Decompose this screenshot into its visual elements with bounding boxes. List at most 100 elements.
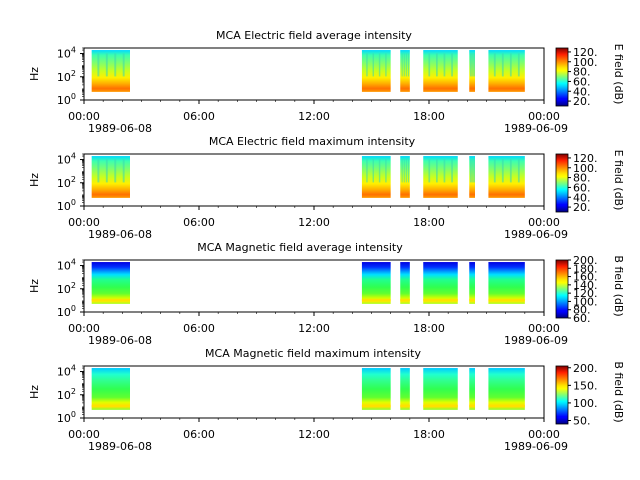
spectrogram-texture [436, 159, 438, 183]
x-tick-label: 12:00 [298, 216, 330, 229]
spectrogram-texture [428, 159, 431, 183]
spectrogram-texture [366, 53, 368, 77]
spectrogram-texture [443, 159, 446, 183]
spectrogram-block [91, 368, 130, 410]
spectrogram-texture [366, 159, 368, 183]
x-date-label-start: 1989-06-08 [88, 122, 152, 135]
spectrogram-texture [443, 53, 446, 77]
spectrogram-texture [372, 53, 374, 77]
spectrogram-texture [509, 53, 512, 77]
spectrogram-texture [97, 53, 100, 77]
x-date-label-end: 1989-06-09 [504, 440, 568, 453]
spectrogram-texture [401, 53, 403, 77]
colorbar-tick-label: 120. [573, 152, 598, 165]
spectrogram-texture [408, 53, 410, 77]
colorbar-tick-label: 160. [573, 271, 598, 284]
spectrogram-texture [423, 404, 458, 408]
spectrogram-texture [470, 159, 472, 183]
spectrogram-block [400, 368, 410, 410]
colorbar-tick-label: 60. [573, 312, 591, 325]
y-axis-label: Hz [28, 173, 41, 187]
y-tick-label: 100 [57, 410, 76, 425]
spectrogram-texture [122, 53, 125, 77]
colorbar-tick-label: 60. [573, 181, 591, 194]
spectrogram-block [423, 368, 458, 410]
x-date-label-start: 1989-06-08 [88, 228, 152, 241]
spectrogram-texture [451, 159, 453, 183]
colorbar-tick-label: 100. [573, 295, 598, 308]
spectrogram-texture [405, 53, 407, 77]
spectrogram-texture [408, 159, 410, 183]
spectrogram-block [400, 262, 410, 304]
spectrogram-block [469, 368, 475, 410]
x-date-label-start: 1989-06-08 [88, 440, 152, 453]
spectrogram-texture [473, 159, 475, 183]
y-tick-label: 104 [57, 258, 76, 273]
spectrogram-texture [122, 159, 125, 183]
spectrogram-texture [401, 159, 403, 183]
colorbar-tick-label: 120. [573, 287, 598, 300]
colorbar-tick-label: 40. [573, 191, 591, 204]
panel-1: MCA Electric field average intensity 100 1… [28, 29, 625, 135]
y-tick-label: 104 [57, 364, 76, 379]
x-date-label-end: 1989-06-09 [504, 334, 568, 347]
spectrogram-texture [91, 298, 130, 302]
x-tick-label: 06:00 [183, 428, 215, 441]
spectrogram-texture [403, 159, 405, 183]
colorbar-tick-label: 80. [573, 172, 591, 185]
x-tick-label: 00:00 [528, 428, 560, 441]
colorbar-tick-label: 20. [573, 95, 591, 108]
y-tick-label: 100 [57, 92, 76, 107]
spectrogram-texture [488, 404, 525, 408]
spectrogram-texture [114, 159, 117, 183]
spectrogram-texture [509, 159, 512, 183]
colorbar-tick-label: 100. [573, 162, 598, 175]
spectrogram-texture [378, 159, 381, 183]
x-tick-label: 18:00 [413, 322, 445, 335]
x-tick-label: 12:00 [298, 110, 330, 123]
spectrogram-block [361, 262, 391, 304]
colorbar [555, 47, 569, 107]
x-tick-label: 18:00 [413, 428, 445, 441]
x-tick-label: 00:00 [68, 110, 100, 123]
y-tick-label: 104 [57, 46, 76, 61]
spectrogram-block [361, 368, 391, 410]
spectrogram-texture [517, 159, 520, 183]
colorbar-tick-label: 40. [573, 85, 591, 98]
spectrogram-texture [451, 53, 453, 77]
spectrogram-texture [105, 159, 108, 183]
colorbar [555, 259, 569, 319]
y-axis-label: Hz [28, 67, 41, 81]
spectrogram-texture [493, 159, 496, 183]
panel-title: MCA Electric field average intensity [216, 29, 412, 42]
spectrogram-texture [436, 53, 438, 77]
x-tick-label: 06:00 [183, 110, 215, 123]
x-tick-label: 12:00 [298, 322, 330, 335]
y-tick-label: 102 [57, 69, 76, 84]
x-tick-label: 18:00 [413, 216, 445, 229]
spectrogram-texture [372, 159, 374, 183]
colorbar-label: B field (dB) [612, 361, 625, 422]
spectrogram-texture [423, 298, 458, 302]
y-tick-label: 100 [57, 304, 76, 319]
y-tick-label: 102 [57, 387, 76, 402]
spectrogram-block [400, 156, 410, 198]
spectrogram-texture [361, 404, 391, 408]
x-tick-label: 12:00 [298, 428, 330, 441]
spectrogram-block [91, 262, 130, 304]
x-tick-label: 06:00 [183, 322, 215, 335]
spectrogram-texture [385, 159, 387, 183]
colorbar-tick-label: 60. [573, 75, 591, 88]
spectrogram-texture [493, 53, 496, 77]
spectrogram-texture [472, 159, 474, 183]
colorbar-tick-label: 20. [573, 201, 591, 214]
spectrogram-texture [517, 53, 520, 77]
spectrogram-texture [472, 53, 474, 77]
spectrogram-texture [469, 298, 475, 302]
spectrogram-texture [114, 53, 117, 77]
spectrogram-texture [385, 53, 387, 77]
y-tick-label: 102 [57, 175, 76, 190]
colorbar-tick-label: 120. [573, 46, 598, 59]
colorbar [555, 153, 569, 213]
spectrogram-texture [405, 159, 407, 183]
